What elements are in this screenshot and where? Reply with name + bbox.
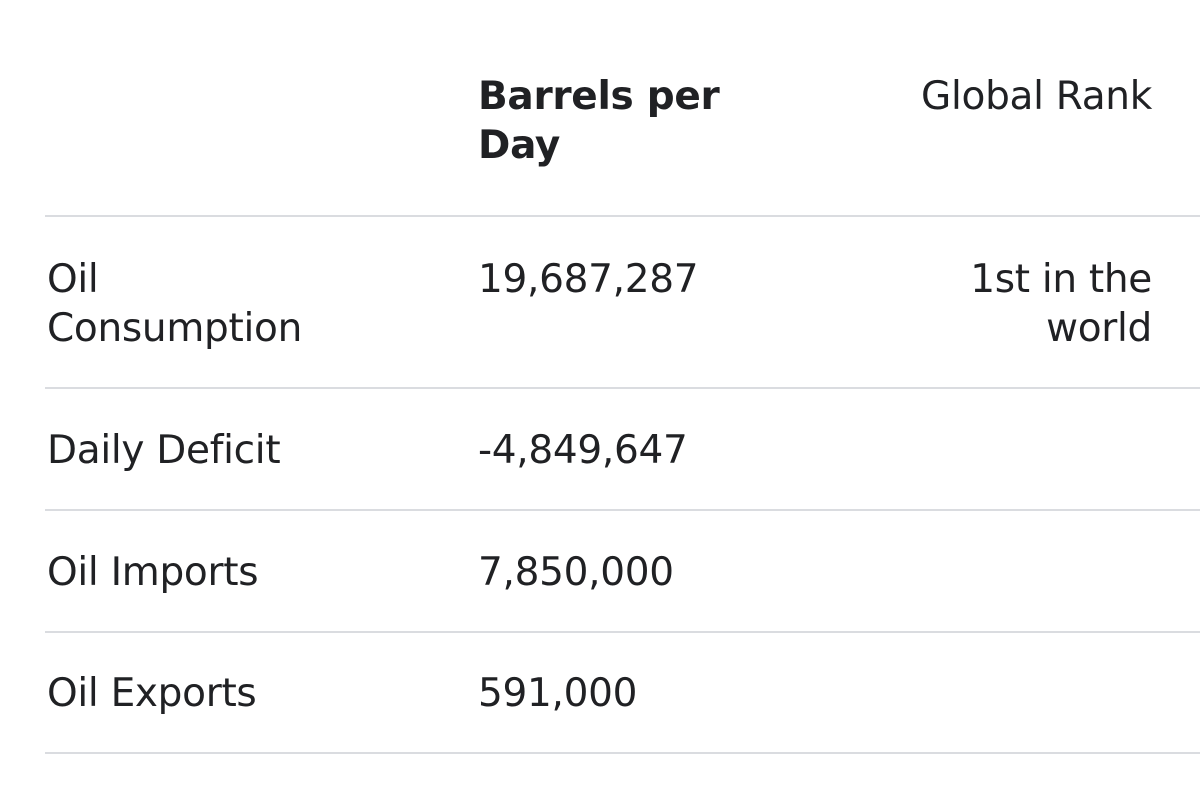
row-rank-oil-consumption: 1st in the world (922, 255, 1152, 353)
row-value-daily-deficit: -4,849,647 (478, 428, 688, 473)
row-value-oil-exports: 591,000 (478, 671, 638, 716)
row-metric-oil-consumption: Oil Consumption (47, 255, 347, 353)
header-barrels-per-day: Barrels per Day (478, 72, 778, 170)
row-value-oil-consumption: 19,687,287 (478, 257, 699, 302)
row-divider (45, 509, 1200, 511)
header-global-rank: Global Rank (921, 74, 1152, 119)
row-divider (45, 631, 1200, 633)
row-rank-text: 1st in the world (970, 257, 1152, 351)
header-divider (45, 215, 1200, 217)
table-bottom-divider (45, 752, 1200, 754)
row-metric-daily-deficit: Daily Deficit (47, 428, 281, 473)
row-metric-oil-exports: Oil Exports (47, 671, 257, 716)
row-metric-oil-imports: Oil Imports (47, 550, 259, 595)
header-barrels-per-day-text: Barrels per Day (478, 74, 720, 168)
row-metric-text: Oil Consumption (47, 257, 302, 351)
row-value-oil-imports: 7,850,000 (478, 550, 674, 595)
row-divider (45, 387, 1200, 389)
